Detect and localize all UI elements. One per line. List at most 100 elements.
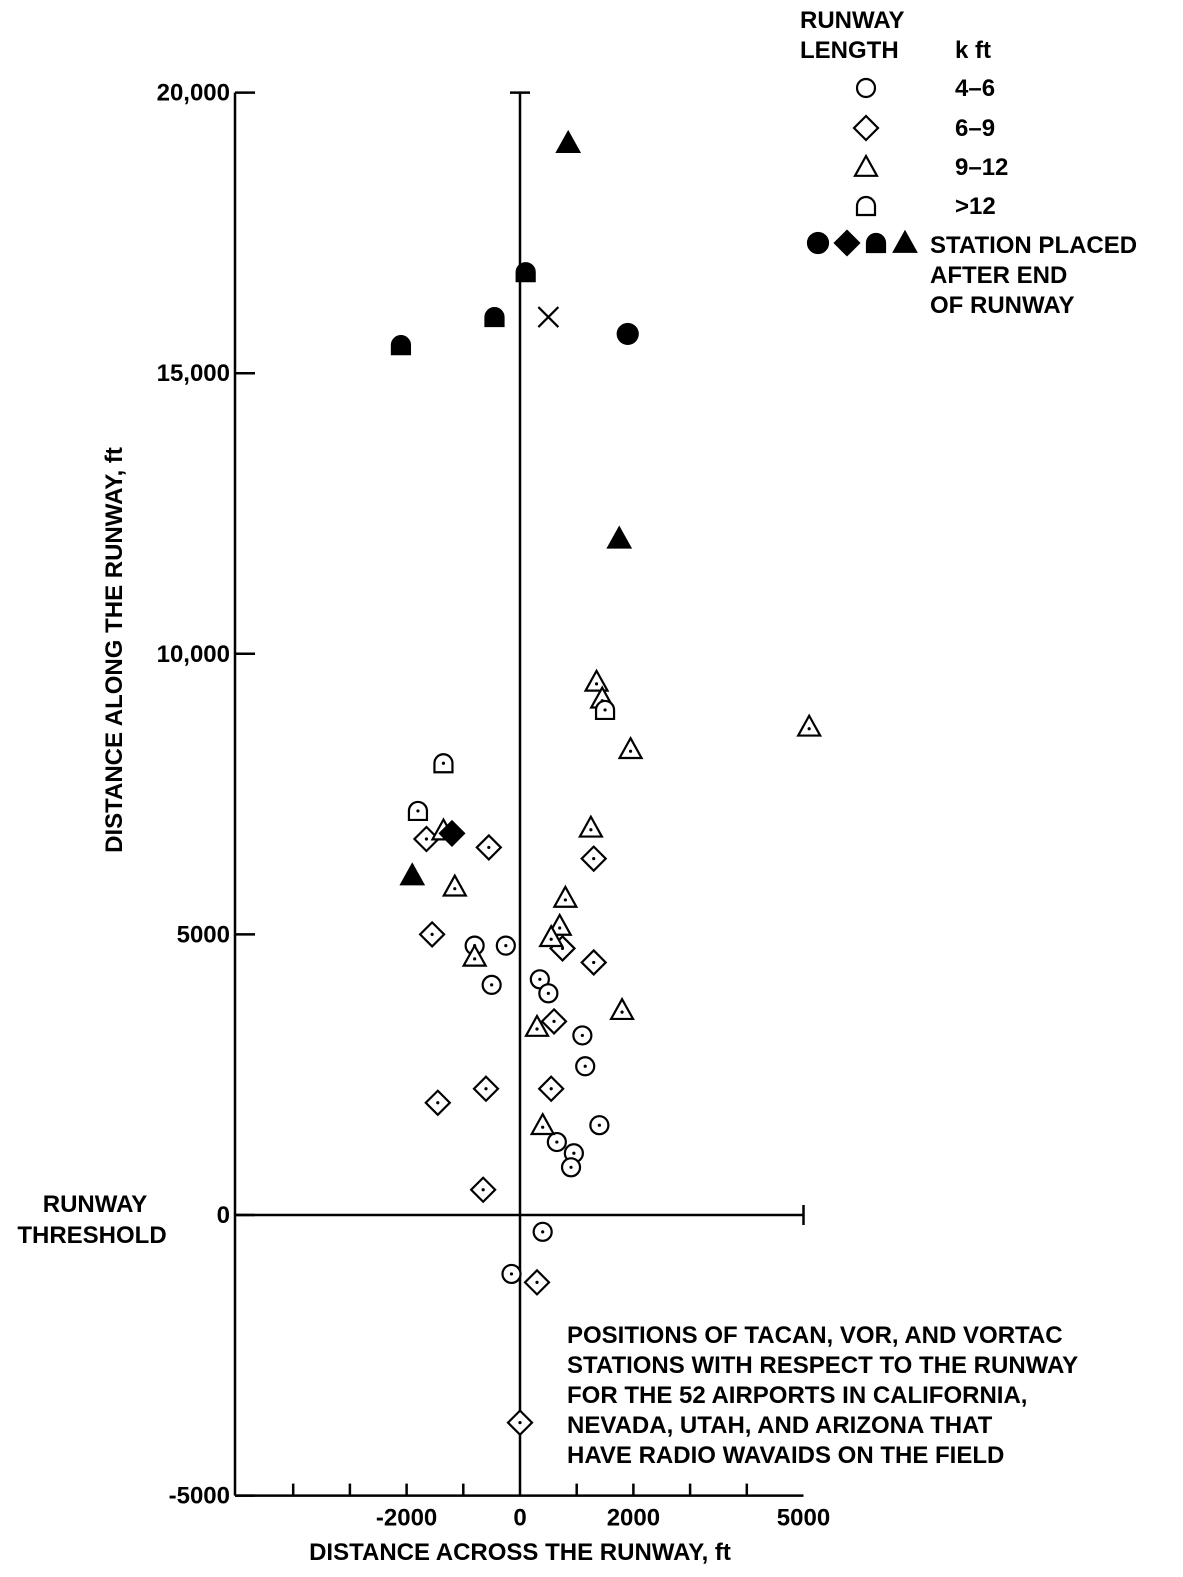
data-point-diamond	[424, 1089, 452, 1117]
center-dot	[424, 837, 429, 841]
center-dot	[549, 1087, 553, 1091]
center-dot	[541, 1230, 545, 1234]
center-dot	[546, 991, 550, 995]
data-point-diamond	[418, 920, 446, 948]
data-point-triangle-filled	[399, 862, 426, 886]
arch-marker	[390, 335, 412, 356]
legend-filled-arch-filled	[865, 232, 887, 254]
center-dot	[518, 1421, 522, 1425]
data-point-circle	[546, 1131, 567, 1153]
center-dot	[535, 1027, 539, 1031]
data-point-triangle	[609, 996, 635, 1021]
data-point-diamond	[469, 1176, 497, 1204]
arch-marker	[515, 262, 536, 283]
legend-filled-line-1: STATION PLACED	[930, 232, 1137, 259]
diamond-marker	[438, 819, 466, 847]
data-point-triangle-filled	[606, 525, 633, 549]
triangle-marker	[578, 814, 604, 838]
series-arch-filled	[390, 262, 536, 356]
center-dot	[481, 1188, 485, 1192]
data-point-circle	[560, 1157, 582, 1178]
series-arch	[407, 699, 616, 822]
data-point-diamond	[580, 948, 608, 977]
legend-unit: k ft	[955, 37, 991, 64]
data-point-triangle	[796, 713, 823, 737]
x-tick-label: -2000	[376, 1505, 437, 1532]
circle-marker	[616, 322, 639, 346]
data-point-circle-filled	[616, 322, 639, 346]
data-point-triangle	[529, 1111, 556, 1136]
center-dot	[430, 932, 434, 937]
threshold-label-line-2: THRESHOLD	[17, 1222, 166, 1249]
center-dot	[594, 682, 599, 686]
data-point-arch	[433, 753, 454, 774]
data-point-circle	[589, 1115, 610, 1136]
triangle-marker	[796, 713, 823, 737]
data-point-diamond-filled	[438, 819, 466, 847]
diamond-marker	[833, 229, 861, 257]
title-line-4: NEVADA, UTAH, AND ARIZONA THAT	[567, 1412, 993, 1439]
center-dot	[535, 1280, 539, 1284]
center-dot	[436, 1101, 440, 1105]
data-point-diamond	[523, 1268, 551, 1296]
center-dot	[484, 1087, 488, 1091]
series-circle-filled	[616, 322, 639, 346]
triangle-marker	[529, 1111, 556, 1136]
data-point-circle	[481, 974, 502, 996]
data-point-arch-filled	[390, 335, 412, 356]
center-dot	[589, 828, 593, 832]
center-dot	[453, 887, 457, 891]
x-tick-label: 2000	[607, 1505, 660, 1532]
center-dot	[487, 845, 491, 850]
data-point-arch-filled	[515, 262, 536, 283]
y-axis-label: DISTANCE ALONG THE RUNWAY, ft	[101, 447, 128, 853]
series-triangle	[430, 668, 823, 1136]
center-dot	[597, 1123, 601, 1127]
center-dot	[572, 1151, 576, 1155]
data-point-circle	[495, 935, 516, 956]
triangle-marker	[524, 1013, 550, 1037]
center-dot	[490, 983, 494, 987]
legend-label-arch: >12	[955, 193, 996, 220]
center-dot	[552, 1019, 556, 1023]
data-point-triangle-filled	[555, 129, 582, 154]
data-point-triangle	[524, 1013, 550, 1037]
legend-filled-line-3: OF RUNWAY	[930, 292, 1074, 319]
legend-marker-diamond	[852, 114, 880, 142]
y-tick-label: 20,000	[157, 80, 230, 107]
circle-marker	[806, 231, 830, 255]
legend-label-triangle: 9–12	[955, 154, 1008, 181]
axes	[233, 91, 805, 1497]
legend-label-circle: 4–6	[955, 75, 995, 102]
data-point-circle	[501, 1263, 522, 1285]
data-point-circle	[572, 1025, 593, 1046]
data-point-diamond	[537, 1075, 565, 1103]
triangle-marker	[853, 153, 879, 177]
center-dot	[558, 926, 562, 930]
data-point-triangle	[617, 735, 644, 760]
legend-title-line-2: LENGTH	[800, 37, 899, 64]
data-point-diamond	[472, 1075, 500, 1103]
title-line-1: POSITIONS OF TACAN, VOR, AND VORTAC	[567, 1322, 1063, 1349]
data-point-circle	[532, 1221, 553, 1242]
arch-marker	[855, 195, 877, 217]
series-diamond	[412, 825, 608, 1437]
center-dot	[509, 1272, 514, 1276]
y-tick-label: 15,000	[157, 360, 230, 387]
triangle-marker	[609, 996, 635, 1021]
legend-filled-triangle-filled	[892, 229, 918, 253]
arch-marker	[865, 232, 887, 254]
data-point-triangle	[552, 884, 579, 908]
series-cross	[537, 306, 560, 328]
center-dot	[416, 809, 420, 813]
x-axis-label: DISTANCE ACROSS THE RUNWAY, ft	[309, 1539, 731, 1566]
circle-marker	[855, 77, 877, 99]
y-tick-label: -5000	[169, 1483, 230, 1510]
center-dot	[603, 708, 607, 712]
center-dot	[592, 960, 596, 965]
triangle-marker	[538, 923, 565, 948]
triangle-marker	[399, 862, 426, 886]
cross-stroke	[537, 306, 560, 328]
title-line-2: STATIONS WITH RESPECT TO THE RUNWAY	[567, 1352, 1078, 1379]
